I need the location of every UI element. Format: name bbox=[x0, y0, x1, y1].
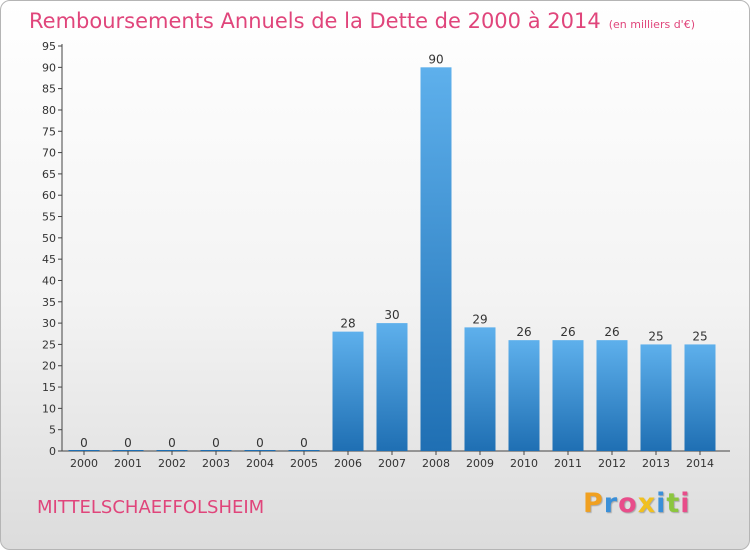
bar-2014 bbox=[684, 344, 716, 451]
y-tick-label: 35 bbox=[42, 296, 56, 309]
value-label-2000: 0 bbox=[80, 436, 88, 450]
y-tick-label: 25 bbox=[42, 338, 56, 351]
x-tick-label-2000: 2000 bbox=[70, 457, 98, 470]
bar-2000 bbox=[68, 450, 100, 451]
x-tick-label-2014: 2014 bbox=[686, 457, 714, 470]
x-tick-label-2002: 2002 bbox=[158, 457, 186, 470]
value-label-2010: 26 bbox=[516, 325, 531, 339]
y-tick-label: 5 bbox=[49, 424, 56, 437]
y-tick-label: 0 bbox=[49, 445, 56, 458]
value-label-2001: 0 bbox=[124, 436, 132, 450]
bar-2004 bbox=[244, 450, 276, 451]
bar-2007 bbox=[376, 323, 408, 451]
proxiti-logo: Proxiti bbox=[583, 488, 691, 519]
x-tick-label-2004: 2004 bbox=[246, 457, 274, 470]
y-tick-label: 50 bbox=[42, 232, 56, 245]
x-tick-label-2007: 2007 bbox=[378, 457, 406, 470]
y-tick-label: 10 bbox=[42, 402, 56, 415]
bar-2012 bbox=[596, 340, 628, 451]
logo-letter: r bbox=[603, 488, 619, 519]
x-tick-label-2001: 2001 bbox=[114, 457, 142, 470]
chart-title: Remboursements Annuels de la Dette de 20… bbox=[29, 9, 695, 33]
bar-2009 bbox=[464, 327, 496, 451]
axes: 0 5 10 15 20 25 30 35 40 45 50 55 60 65 70 75 80 85 90 95 20… bbox=[42, 40, 730, 470]
town-name: MITTELSCHAEFFOLSHEIM bbox=[37, 497, 265, 518]
bar-2005 bbox=[288, 450, 320, 451]
bar-2010 bbox=[508, 340, 540, 451]
logo-letter: i bbox=[656, 488, 667, 519]
y-tick-label: 40 bbox=[42, 274, 56, 287]
data-labels: 0 0 0 0 0 0 28 30 90 29 26 26 26 25 25 bbox=[80, 52, 707, 450]
value-label-2008: 90 bbox=[428, 52, 443, 66]
value-label-2004: 0 bbox=[256, 436, 264, 450]
value-label-2009: 29 bbox=[472, 312, 487, 326]
value-label-2006: 28 bbox=[340, 317, 355, 331]
y-tick-label: 80 bbox=[42, 104, 56, 117]
bar-2003 bbox=[200, 450, 232, 451]
y-tick-label: 60 bbox=[42, 189, 56, 202]
logo-letter: o bbox=[618, 488, 638, 519]
chart-title-text: Remboursements Annuels de la Dette de 20… bbox=[29, 9, 601, 33]
y-tick-label: 65 bbox=[42, 168, 56, 181]
x-tick-label-2008: 2008 bbox=[422, 457, 450, 470]
value-label-2011: 26 bbox=[560, 325, 575, 339]
value-label-2002: 0 bbox=[168, 436, 176, 450]
y-tick-label: 95 bbox=[42, 40, 56, 53]
y-tick-label: 90 bbox=[42, 61, 56, 74]
value-label-2013: 25 bbox=[648, 329, 663, 343]
bar-2002 bbox=[156, 450, 188, 451]
x-tick-label-2005: 2005 bbox=[290, 457, 318, 470]
value-label-2014: 25 bbox=[692, 329, 707, 343]
x-tick-label-2012: 2012 bbox=[598, 457, 626, 470]
y-tick-label: 20 bbox=[42, 360, 56, 373]
y-tick-label: 55 bbox=[42, 211, 56, 224]
y-tick-label: 15 bbox=[42, 381, 56, 394]
logo-letter: P bbox=[583, 488, 604, 519]
bars bbox=[68, 67, 716, 451]
value-label-2007: 30 bbox=[384, 308, 399, 322]
bar-2008 bbox=[420, 67, 452, 451]
x-tick-label-2011: 2011 bbox=[554, 457, 582, 470]
y-tick-label: 30 bbox=[42, 317, 56, 330]
x-tick-label-2013: 2013 bbox=[642, 457, 670, 470]
x-tick-label-2009: 2009 bbox=[466, 457, 494, 470]
y-tick-label: 75 bbox=[42, 125, 56, 138]
bar-2011 bbox=[552, 340, 584, 451]
value-label-2003: 0 bbox=[212, 436, 220, 450]
bar-2006 bbox=[332, 331, 364, 451]
logo-letter: x bbox=[637, 488, 657, 519]
bar-2013 bbox=[640, 344, 672, 451]
logo-letter: t bbox=[666, 488, 681, 519]
bar-2001 bbox=[112, 450, 144, 451]
y-tick-label: 85 bbox=[42, 83, 56, 96]
x-tick-label-2003: 2003 bbox=[202, 457, 230, 470]
chart-subtitle: (en milliers d'€) bbox=[608, 18, 695, 31]
y-tick-label: 45 bbox=[42, 253, 56, 266]
value-label-2012: 26 bbox=[604, 325, 619, 339]
value-label-2005: 0 bbox=[300, 436, 308, 450]
x-tick-label-2006: 2006 bbox=[334, 457, 362, 470]
y-tick-label: 70 bbox=[42, 147, 56, 160]
x-tick-label-2010: 2010 bbox=[510, 457, 538, 470]
logo-letter: i bbox=[680, 488, 691, 519]
